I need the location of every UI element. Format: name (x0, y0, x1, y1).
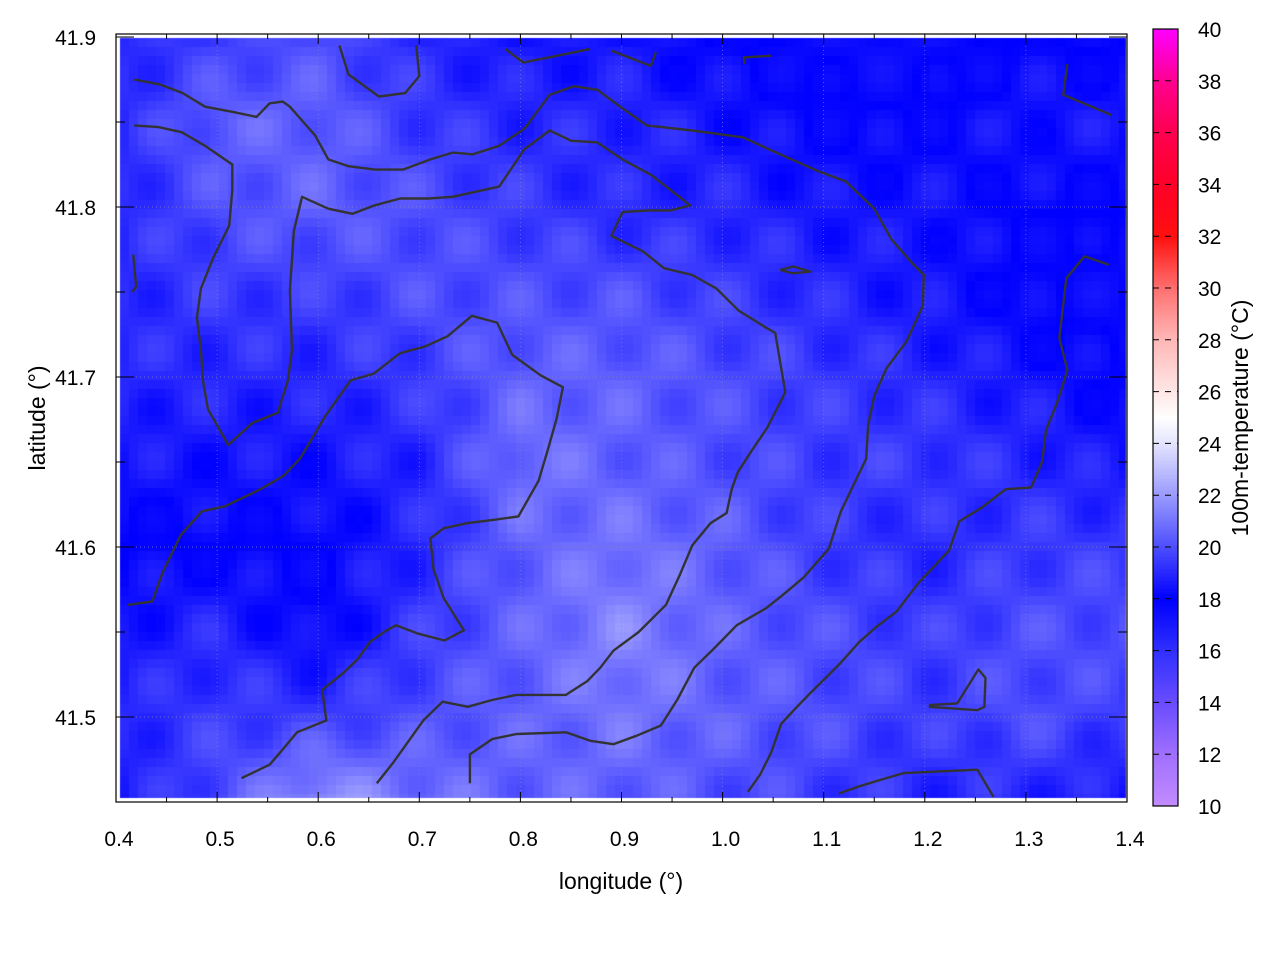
x-tick-label: 0.9 (610, 828, 639, 851)
colorbar-ticks (1153, 80, 1178, 755)
axis-ticks (115, 34, 1128, 803)
contour-line (610, 49, 658, 68)
y-tick-label: 41.5 (55, 707, 96, 730)
contour-line (338, 45, 421, 98)
contour-line (928, 668, 987, 712)
colorbar-frame (1152, 28, 1179, 807)
contour-line (127, 314, 565, 780)
y-tick-labels: 41.5 41.6 41.7 41.8 41.9 (55, 27, 96, 730)
colorbar-tick-label: 34 (1198, 174, 1222, 197)
x-tick-label: 0.4 (104, 828, 134, 851)
x-tick-label: 1.2 (913, 828, 942, 851)
colorbar-tick-label: 20 (1198, 537, 1221, 560)
contour-line (133, 78, 925, 784)
colorbar-tick-label: 16 (1198, 641, 1221, 664)
colorbar-tick-label: 40 (1198, 19, 1221, 42)
colorbar-tick-label: 18 (1198, 589, 1221, 612)
x-tick-label: 1.0 (711, 828, 740, 851)
gridlines (116, 34, 1127, 802)
colorbar-tick-label: 28 (1198, 330, 1221, 353)
colorbar-label: 100m-temperature (°C) (1227, 300, 1253, 537)
contour-line (838, 768, 995, 798)
x-tick-label: 0.7 (408, 828, 437, 851)
x-tick-label: 0.6 (307, 828, 336, 851)
colorbar-tick-label: 14 (1198, 692, 1222, 715)
colorbar-tick-label: 38 (1198, 71, 1221, 94)
x-tick-label: 0.5 (205, 828, 234, 851)
contour-line (131, 254, 138, 293)
colorbar-tick-label: 12 (1198, 744, 1221, 767)
x-tick-labels: 0.4 0.5 0.6 0.7 0.8 0.9 1.0 1.1 1.2 1.3 1.4 (104, 828, 1145, 851)
x-tick-label: 0.8 (509, 828, 538, 851)
y-tick-label: 41.6 (55, 537, 96, 560)
contour-line (1062, 64, 1113, 117)
colorbar-tick-labels: 10 12 14 16 18 20 22 24 26 28 30 32 34 36 38 40 (1198, 19, 1222, 819)
colorbar-tick-label: 24 (1198, 433, 1222, 456)
contour-lines (127, 45, 1113, 798)
contour-line (746, 255, 1110, 793)
x-tick-label: 1.1 (812, 828, 841, 851)
contour-line (504, 47, 591, 64)
y-axis-label: latitude (°) (24, 365, 50, 470)
colorbar-tick-label: 26 (1198, 382, 1221, 405)
colorbar-tick-label: 10 (1198, 796, 1221, 819)
contour-line (134, 124, 787, 785)
x-tick-label: 1.3 (1014, 828, 1043, 851)
colorbar-tick-label: 36 (1198, 123, 1221, 146)
colorbar-tick-label: 30 (1198, 278, 1221, 301)
x-axis-label: longitude (°) (559, 868, 683, 894)
colorbar-tick-label: 32 (1198, 226, 1221, 249)
y-tick-label: 41.8 (55, 197, 96, 220)
colorbar-tick-label: 22 (1198, 485, 1221, 508)
contour-line (742, 54, 772, 65)
x-tick-label: 1.4 (1115, 828, 1145, 851)
y-tick-label: 41.9 (55, 27, 96, 50)
contour-line (779, 265, 812, 275)
y-tick-label: 41.7 (55, 367, 96, 390)
